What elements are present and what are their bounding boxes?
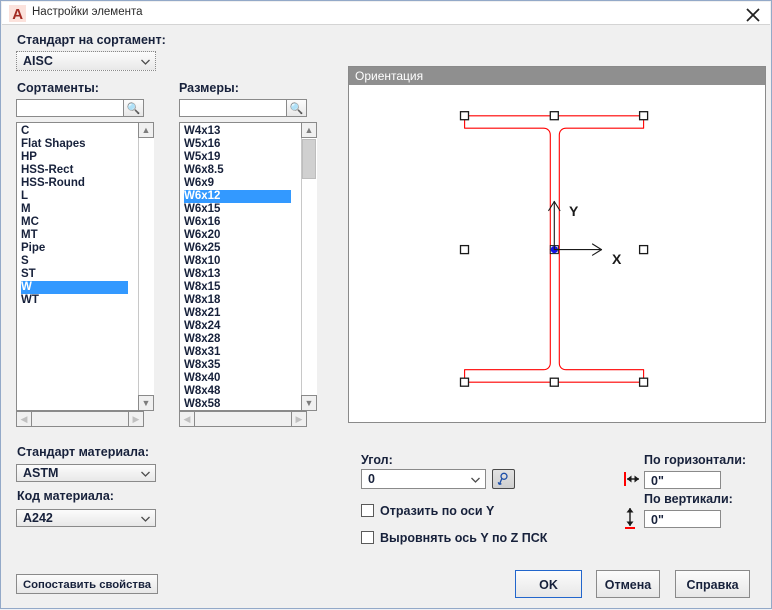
- svg-text:A: A: [12, 6, 23, 22]
